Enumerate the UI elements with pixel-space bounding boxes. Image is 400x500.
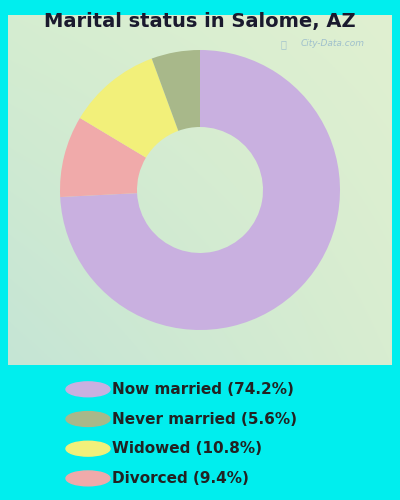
Circle shape bbox=[66, 412, 110, 426]
Wedge shape bbox=[152, 50, 200, 131]
Wedge shape bbox=[60, 50, 340, 330]
Circle shape bbox=[66, 471, 110, 486]
Wedge shape bbox=[60, 118, 146, 197]
Text: Now married (74.2%): Now married (74.2%) bbox=[112, 382, 294, 397]
Circle shape bbox=[66, 382, 110, 396]
Text: Divorced (9.4%): Divorced (9.4%) bbox=[112, 471, 249, 486]
Text: ⓘ: ⓘ bbox=[280, 40, 286, 50]
Text: Marital status in Salome, AZ: Marital status in Salome, AZ bbox=[44, 12, 356, 30]
Wedge shape bbox=[80, 58, 178, 158]
Text: Widowed (10.8%): Widowed (10.8%) bbox=[112, 441, 262, 456]
Text: Never married (5.6%): Never married (5.6%) bbox=[112, 412, 297, 426]
Circle shape bbox=[66, 442, 110, 456]
Text: City-Data.com: City-Data.com bbox=[300, 40, 364, 48]
